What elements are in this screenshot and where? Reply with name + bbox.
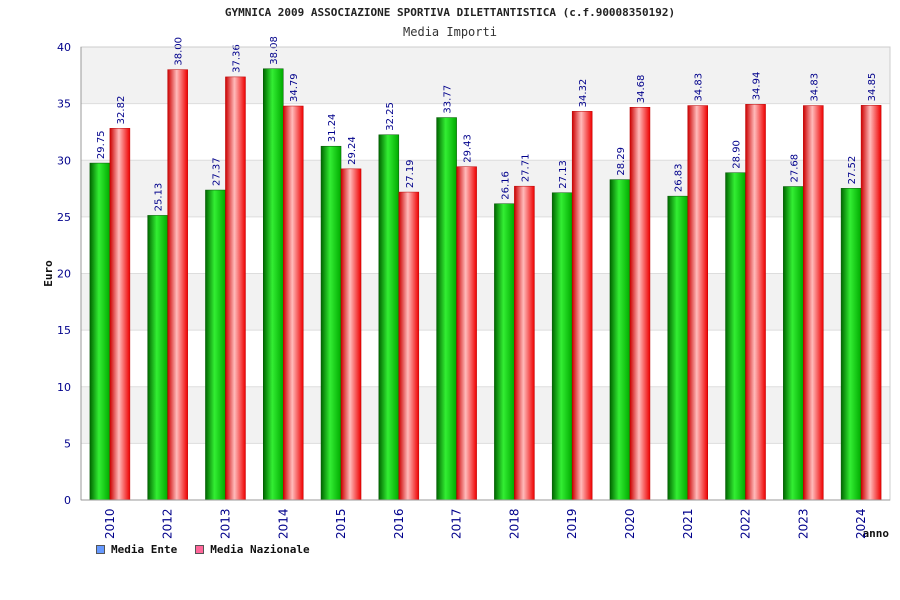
y-tick-label: 0 — [64, 494, 71, 507]
legend-item-ente: Media Ente — [96, 543, 177, 556]
x-tick-label: 2012 — [161, 508, 175, 539]
data-label-nazionale: 34.32 — [578, 79, 589, 108]
bar-nazionale — [803, 105, 824, 501]
bar-nazionale — [571, 111, 593, 501]
data-label-ente: 27.68 — [789, 154, 800, 183]
bar-ente — [551, 192, 573, 501]
bar-nazionale — [225, 76, 246, 501]
bar-nazionale — [109, 128, 131, 501]
data-label-nazionale: 34.68 — [636, 75, 647, 104]
legend-swatch-nazionale — [195, 545, 205, 554]
data-label-nazionale: 34.83 — [809, 73, 820, 102]
x-tick-label: 2024 — [854, 508, 868, 539]
bar-nazionale — [283, 105, 304, 501]
data-label-ente: 29.75 — [96, 130, 107, 159]
data-label-nazionale: 37.36 — [231, 44, 242, 73]
y-axis-label: Euro — [42, 260, 55, 287]
y-tick-label: 40 — [57, 41, 71, 54]
data-label-nazionale: 34.79 — [289, 73, 300, 102]
x-tick-label: 2022 — [739, 508, 753, 539]
data-label-nazionale: 29.43 — [463, 134, 474, 163]
legend: Media Ente Media Nazionale — [96, 543, 310, 556]
x-tick-label: 2019 — [565, 508, 579, 539]
bar-ente — [609, 179, 631, 501]
bar-ente — [89, 162, 111, 501]
bar-ente — [494, 203, 515, 501]
bar-ente — [436, 117, 457, 501]
x-tick-label: 2014 — [276, 508, 290, 539]
data-label-nazionale: 34.83 — [694, 73, 705, 102]
bar-nazionale — [340, 168, 362, 501]
data-label-nazionale: 29.24 — [347, 136, 358, 165]
bar-nazionale — [456, 166, 477, 501]
x-tick-label: 2021 — [681, 508, 695, 539]
data-label-nazionale: 27.71 — [520, 154, 531, 183]
x-tick-label: 2017 — [450, 508, 464, 539]
data-label-ente: 28.29 — [616, 147, 627, 176]
grid-band — [81, 386, 890, 444]
data-label-ente: 26.16 — [500, 171, 511, 200]
x-tick-label: 2015 — [334, 508, 348, 539]
bar-ente — [725, 172, 746, 501]
data-label-ente: 28.90 — [732, 140, 743, 169]
x-tick-label: 2013 — [218, 508, 232, 539]
y-tick-label: 35 — [57, 98, 71, 111]
bar-nazionale — [629, 106, 651, 501]
bar-ente — [147, 215, 168, 501]
data-label-ente: 31.24 — [327, 114, 338, 143]
bar-nazionale — [860, 105, 882, 501]
data-label-nazionale: 27.19 — [405, 159, 416, 188]
bar-series — [89, 68, 882, 501]
legend-swatch-ente — [96, 545, 105, 554]
bar-nazionale — [745, 104, 766, 501]
chart-title: GYMNICA 2009 ASSOCIAZIONE SPORTIVA DILET… — [224, 6, 676, 19]
y-tick-label: 10 — [57, 381, 71, 394]
bar-ente — [320, 145, 342, 501]
x-axis-label: anno — [863, 527, 890, 540]
data-label-nazionale: 34.85 — [867, 73, 878, 102]
data-label-ente: 32.25 — [385, 102, 396, 131]
x-tick-label: 2020 — [623, 508, 637, 539]
y-tick-label: 15 — [57, 324, 71, 337]
legend-label-ente: Media Ente — [111, 543, 178, 556]
y-tick-label: 20 — [57, 268, 71, 281]
y-tick-label: 25 — [57, 211, 71, 224]
grid-band — [81, 160, 890, 217]
bar-ente — [840, 188, 862, 501]
grid-band — [81, 273, 890, 331]
grid-bands — [81, 47, 890, 444]
bar-ente — [667, 195, 688, 501]
legend-label-nazionale: Media Nazionale — [210, 543, 310, 556]
y-tick-label: 5 — [64, 437, 71, 450]
bar-nazionale — [398, 191, 420, 501]
x-tick-label: 2016 — [392, 508, 406, 539]
data-label-nazionale: 32.82 — [116, 96, 127, 125]
bar-ente — [783, 186, 804, 501]
data-label-nazionale: 38.00 — [174, 37, 185, 66]
data-label-nazionale: 34.94 — [752, 72, 763, 101]
data-label-ente: 25.13 — [154, 183, 165, 212]
x-tick-label: 2023 — [796, 508, 810, 539]
legend-item-nazionale: Media Nazionale — [195, 543, 310, 556]
grid-band — [81, 47, 890, 104]
bar-ente — [378, 134, 400, 501]
x-tick-label: 2018 — [507, 508, 521, 539]
bar-nazionale — [514, 185, 535, 501]
data-label-ente: 27.13 — [558, 160, 569, 189]
chart-subtitle: Media Importi — [403, 25, 497, 39]
bar-ente — [263, 68, 284, 501]
y-tick-label: 30 — [57, 154, 71, 167]
x-tick-label: 2010 — [103, 508, 117, 539]
data-label-ente: 26.83 — [674, 164, 685, 193]
axes: 0 5 10 15 20 25 30 35 40 Euro anno 2010 2012 2013 2014… — [42, 41, 891, 540]
data-labels: 29.75 32.82 25.13 38.00 27.37 37.36 38.08 34.79… — [96, 36, 878, 211]
bar-nazionale — [687, 105, 708, 501]
bar-nazionale — [167, 69, 188, 501]
bar-ente — [205, 189, 226, 501]
data-label-ente: 27.37 — [211, 157, 222, 186]
data-label-ente: 33.77 — [443, 85, 454, 114]
data-label-ente: 27.52 — [847, 156, 858, 185]
data-label-ente: 38.08 — [269, 36, 280, 65]
